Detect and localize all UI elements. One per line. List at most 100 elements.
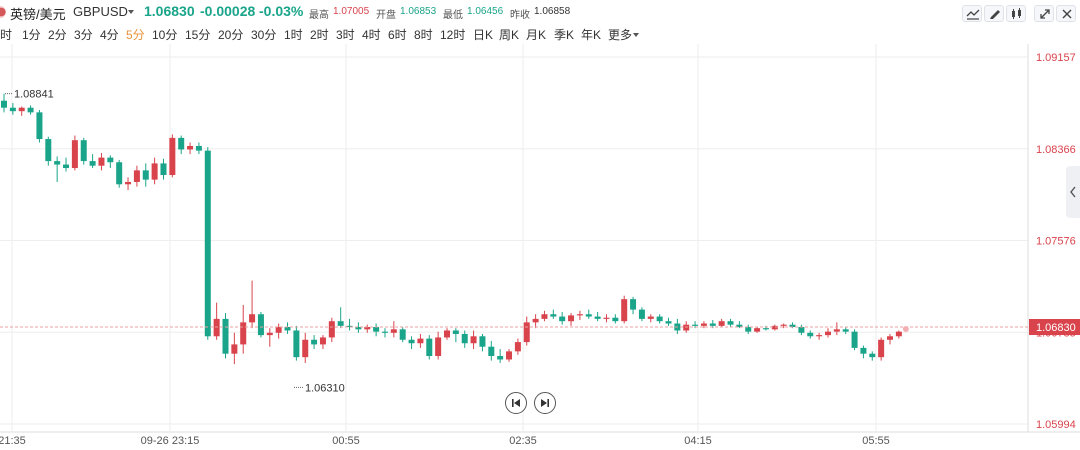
pair-dropdown-caret-icon[interactable] [128,10,134,14]
candle-body [807,332,814,337]
candle-body [355,326,362,330]
candle-body [302,339,309,358]
tab-timeframe[interactable]: 12时 [440,28,466,42]
candle-body [435,337,442,357]
more-caret-icon[interactable] [633,33,639,37]
tab-timeframe[interactable]: 1时 [284,28,303,42]
candle-body [275,326,282,333]
candle-body [195,145,202,151]
tab-timeframe[interactable]: 分时 [0,28,13,42]
candle-body [638,309,645,319]
candle-body [479,336,486,347]
tab-timeframe[interactable]: 年K [581,28,602,42]
candle-body [541,314,548,319]
tab-timeframe[interactable]: 3分 [74,28,93,42]
candle-body [754,328,761,332]
candle-body [869,353,876,358]
candle [550,309,557,319]
tab-timeframe[interactable]: 3时 [336,28,355,42]
candle [213,302,220,340]
tab-timeframe[interactable]: 日K [473,28,494,42]
scroll-back-button[interactable] [505,392,527,414]
tab-timeframe[interactable]: 6时 [388,28,407,42]
candle [125,177,132,191]
scroll-forward-button[interactable] [534,392,556,414]
draw-button[interactable] [984,5,1004,22]
compare-button[interactable] [1006,5,1026,22]
tab-timeframe[interactable]: 周K [499,28,520,42]
candle [275,323,282,339]
candle [240,304,247,354]
price-change-percent: -0.03% [259,3,304,19]
candle [337,307,344,329]
pair-code[interactable]: GBPUSD [73,4,128,19]
low-label: 最低 [443,10,463,21]
candle-body [337,321,344,326]
candle [408,336,415,350]
indicator-button[interactable] [962,5,982,22]
tab-timeframe-active[interactable]: 5分 [126,28,145,42]
indicator-icon [966,9,980,20]
tab-timeframe[interactable]: 1分 [22,28,41,42]
candle-body [116,162,123,185]
candle [452,328,459,343]
candle-body [452,330,459,334]
tab-timeframe[interactable]: 10分 [152,28,178,42]
candle-series [1,93,902,365]
candle [497,349,504,363]
candle [116,159,123,188]
candle [204,147,211,340]
candle [178,135,185,155]
tab-timeframe[interactable]: 4分 [100,28,119,42]
tab-timeframe[interactable]: 2时 [310,28,329,42]
tab-timeframe[interactable]: 30分 [251,28,277,42]
candle-body [878,339,885,358]
candle [249,280,256,329]
candle [727,318,734,327]
tab-timeframe[interactable]: 月K [526,28,547,42]
candle-body [488,346,495,357]
candle [745,324,752,334]
candle-body [169,137,176,176]
candle [27,105,34,115]
candle [895,330,902,339]
candle [142,163,149,187]
candle [824,328,831,338]
candle-body [514,342,521,352]
candlestick-chart[interactable]: 1.08841 1.06310 1.09157 1.08366 1.07576 1.06… [0,44,1080,450]
candle-body [381,331,388,333]
expand-button[interactable] [1034,5,1054,22]
tab-timeframe[interactable]: 4时 [362,28,381,42]
draw-icon [990,10,1000,19]
tab-timeframe[interactable]: 15分 [185,28,211,42]
timeframe-bar: 分时 1分 2分 3分 4分 5分 10分 15分 20分 30分 1时 2时 … [0,24,700,44]
tab-timeframe[interactable]: 20分 [218,28,244,42]
skip-back-icon [512,399,520,407]
candle-body [9,107,16,112]
candle-body [107,157,114,163]
candle [833,322,840,336]
candle-body [568,315,575,322]
high-label: 最高 [309,10,329,21]
tab-timeframe[interactable]: 2分 [48,28,67,42]
tab-more[interactable]: 更多 [608,28,633,42]
side-panel-toggle[interactable] [1066,166,1080,218]
candle [506,349,513,362]
candle-body [887,336,893,340]
close-button[interactable] [1056,5,1076,22]
candle-body [771,325,778,330]
candle [523,316,530,346]
tab-timeframe[interactable]: 8时 [414,28,433,42]
pair-name[interactable]: 英镑/美元 [10,7,66,22]
candle-body [426,338,433,357]
candle-body [408,339,415,344]
candle [470,330,477,350]
candle-body [142,170,149,180]
candle-body [390,329,397,333]
candle-body [700,323,707,326]
candle-body [444,330,450,338]
candle-body [98,157,105,166]
tab-timeframe[interactable]: 季K [554,28,575,42]
price-tick-label: 1.08366 [1036,144,1076,156]
candle-body [745,326,752,332]
